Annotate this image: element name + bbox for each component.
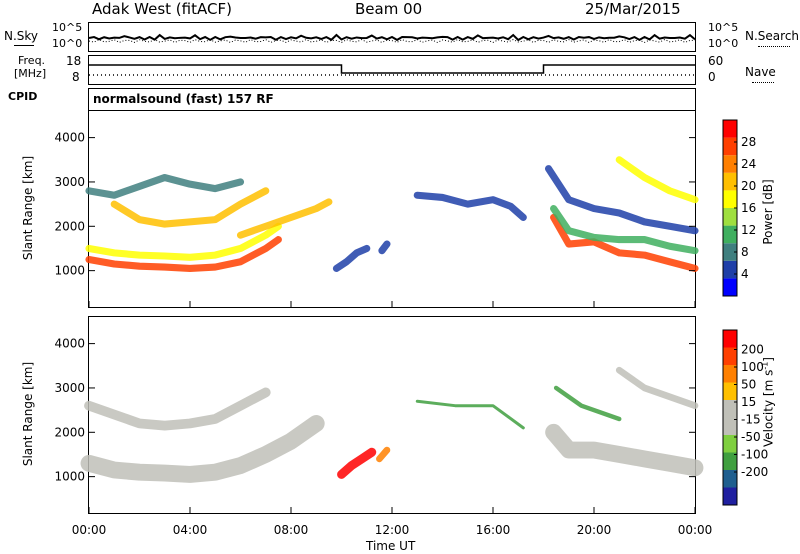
velocity-band-1 [84, 387, 271, 431]
power-colorbar-tick-label-5: 24 [741, 157, 756, 171]
cpid-label: CPID [8, 90, 38, 103]
sky-trace [88, 33, 696, 42]
xtick-label-5: 20:00 [577, 523, 612, 537]
velocity-colorbar-tick-label-5: -50 [741, 430, 761, 444]
nave-tick-bottom: 0 [708, 70, 716, 84]
sky-tick-bottom: 10^0 [52, 37, 83, 50]
velocity-colorbar-seg-3 [723, 435, 737, 453]
power-band-9 [550, 205, 699, 255]
xtick-label-6: 00:00 [678, 523, 713, 537]
velocity-band-3 [376, 446, 391, 463]
search-label: N.Search [745, 29, 800, 43]
xtick-label-1: 04:00 [173, 523, 208, 537]
velocity-band-4 [415, 399, 525, 430]
velocity-colorbar-tick-label-2: 50 [741, 378, 756, 392]
freq-label-2: [MHz] [14, 67, 47, 80]
power-ytick-label-2: 3000 [54, 175, 85, 189]
velocity-ytick-label-2: 3000 [54, 381, 85, 395]
date-title: 25/Mar/2015 [585, 0, 681, 18]
power-band-4 [85, 173, 245, 199]
power-colorbar-tick-label-4: 20 [741, 179, 756, 193]
power-colorbar-seg-1 [723, 260, 737, 279]
search-trace [88, 38, 696, 44]
velocity-colorbar-tick-label-4: -15 [741, 413, 761, 427]
power-band-7 [413, 191, 527, 221]
search-dotted-line [758, 46, 790, 47]
power-colorbar-tick-label-0: 4 [741, 267, 749, 281]
velocity-colorbar-seg-1 [723, 470, 737, 488]
velocity-colorbar-tick-label-6: -100 [741, 448, 768, 462]
freq-tick-top: 18 [66, 54, 82, 68]
velocity-band-0 [80, 415, 325, 483]
freq-trace [89, 64, 695, 74]
power-band-8 [550, 213, 699, 272]
power-colorbar-seg-2 [723, 243, 737, 261]
power-ytick-label-0: 1000 [54, 264, 85, 278]
station-title: Adak West (fitACF) [92, 0, 232, 18]
power-colorbar-seg-7 [723, 155, 737, 173]
velocity-colorbar-frame [722, 329, 738, 506]
velocity-colorbar-tick-label-1: 100 [741, 360, 764, 374]
search-tick-bottom: 10^0 [708, 37, 739, 50]
power-colorbar-seg-6 [723, 172, 737, 191]
power-band-11 [615, 156, 699, 204]
xtick-label-0: 00:00 [72, 523, 107, 537]
velocity-colorbar-seg-5 [723, 400, 737, 418]
power-band-0 [85, 236, 282, 272]
sky-tick-top: 10^5 [52, 21, 83, 34]
freq-tick-bottom: 8 [72, 70, 80, 84]
power-ytick-label-3: 4000 [54, 131, 85, 145]
power-colorbar-seg-3 [723, 225, 737, 244]
velocity-colorbar-seg-9 [723, 330, 737, 348]
velocity-band-2 [337, 447, 377, 479]
xtick-label-2: 08:00 [274, 523, 309, 537]
xtick-label-4: 16:00 [476, 523, 511, 537]
velocity-ytick-label-3: 4000 [54, 337, 85, 351]
velocity-colorbar-seg-4 [723, 417, 737, 435]
power-colorbar-tick-label-6: 28 [741, 135, 756, 149]
nave-label: Nave [745, 65, 776, 79]
velocity-colorbar-seg-2 [723, 452, 737, 470]
velocity-band-5 [545, 423, 704, 477]
velocity-ytick-label-0: 1000 [54, 470, 85, 484]
cpid-text: normalsound (fast) 157 RF [93, 92, 274, 106]
velocity-colorbar-seg-8 [723, 347, 737, 365]
power-band-10 [545, 165, 699, 235]
freq-nave-panel [88, 55, 696, 85]
sky-underline [14, 45, 34, 46]
nave-dotted-line [752, 82, 774, 83]
velocity-colorbar-tick-label-0: 200 [741, 343, 764, 357]
nave-tick-top: 60 [708, 54, 724, 68]
velocity-colorbar-seg-0 [723, 487, 737, 505]
velocity-colorbar-tick-label-3: 15 [741, 395, 756, 409]
power-band-2 [236, 198, 333, 239]
time-xlabel: Time UT [366, 539, 416, 553]
velocity-ytick-label-1: 2000 [54, 425, 85, 439]
power-colorbar-tick-label-2: 12 [741, 223, 756, 237]
velocity-colorbar-seg-7 [723, 365, 737, 383]
power-colorbar-seg-9 [723, 120, 737, 138]
velocity-band-7 [615, 366, 699, 410]
search-tick-top: 10^5 [708, 21, 739, 34]
power-colorbar-tick-label-1: 8 [741, 245, 749, 259]
power-ytick-label-1: 2000 [54, 219, 85, 233]
beam-title: Beam 00 [355, 0, 423, 18]
power-colorbar-seg-8 [723, 137, 737, 156]
sky-label: N.Sky [4, 29, 39, 43]
power-colorbar-seg-4 [723, 208, 737, 226]
cpid-panel [88, 88, 696, 110]
power-colorbar-seg-5 [723, 190, 737, 208]
velocity-band-6 [553, 385, 622, 422]
xtick-label-3: 12:00 [375, 523, 410, 537]
power-band-1 [85, 222, 282, 261]
freq-label-1: Freq. [18, 54, 46, 67]
power-colorbar-seg-0 [723, 278, 737, 296]
power-colorbar-tick-label-3: 16 [741, 201, 756, 215]
power-band-6 [378, 240, 391, 255]
power-band-5 [332, 244, 371, 272]
power-band-3 [110, 187, 270, 228]
velocity-colorbar-seg-6 [723, 382, 737, 400]
velocity-colorbar-tick-label-7: -200 [741, 465, 768, 479]
